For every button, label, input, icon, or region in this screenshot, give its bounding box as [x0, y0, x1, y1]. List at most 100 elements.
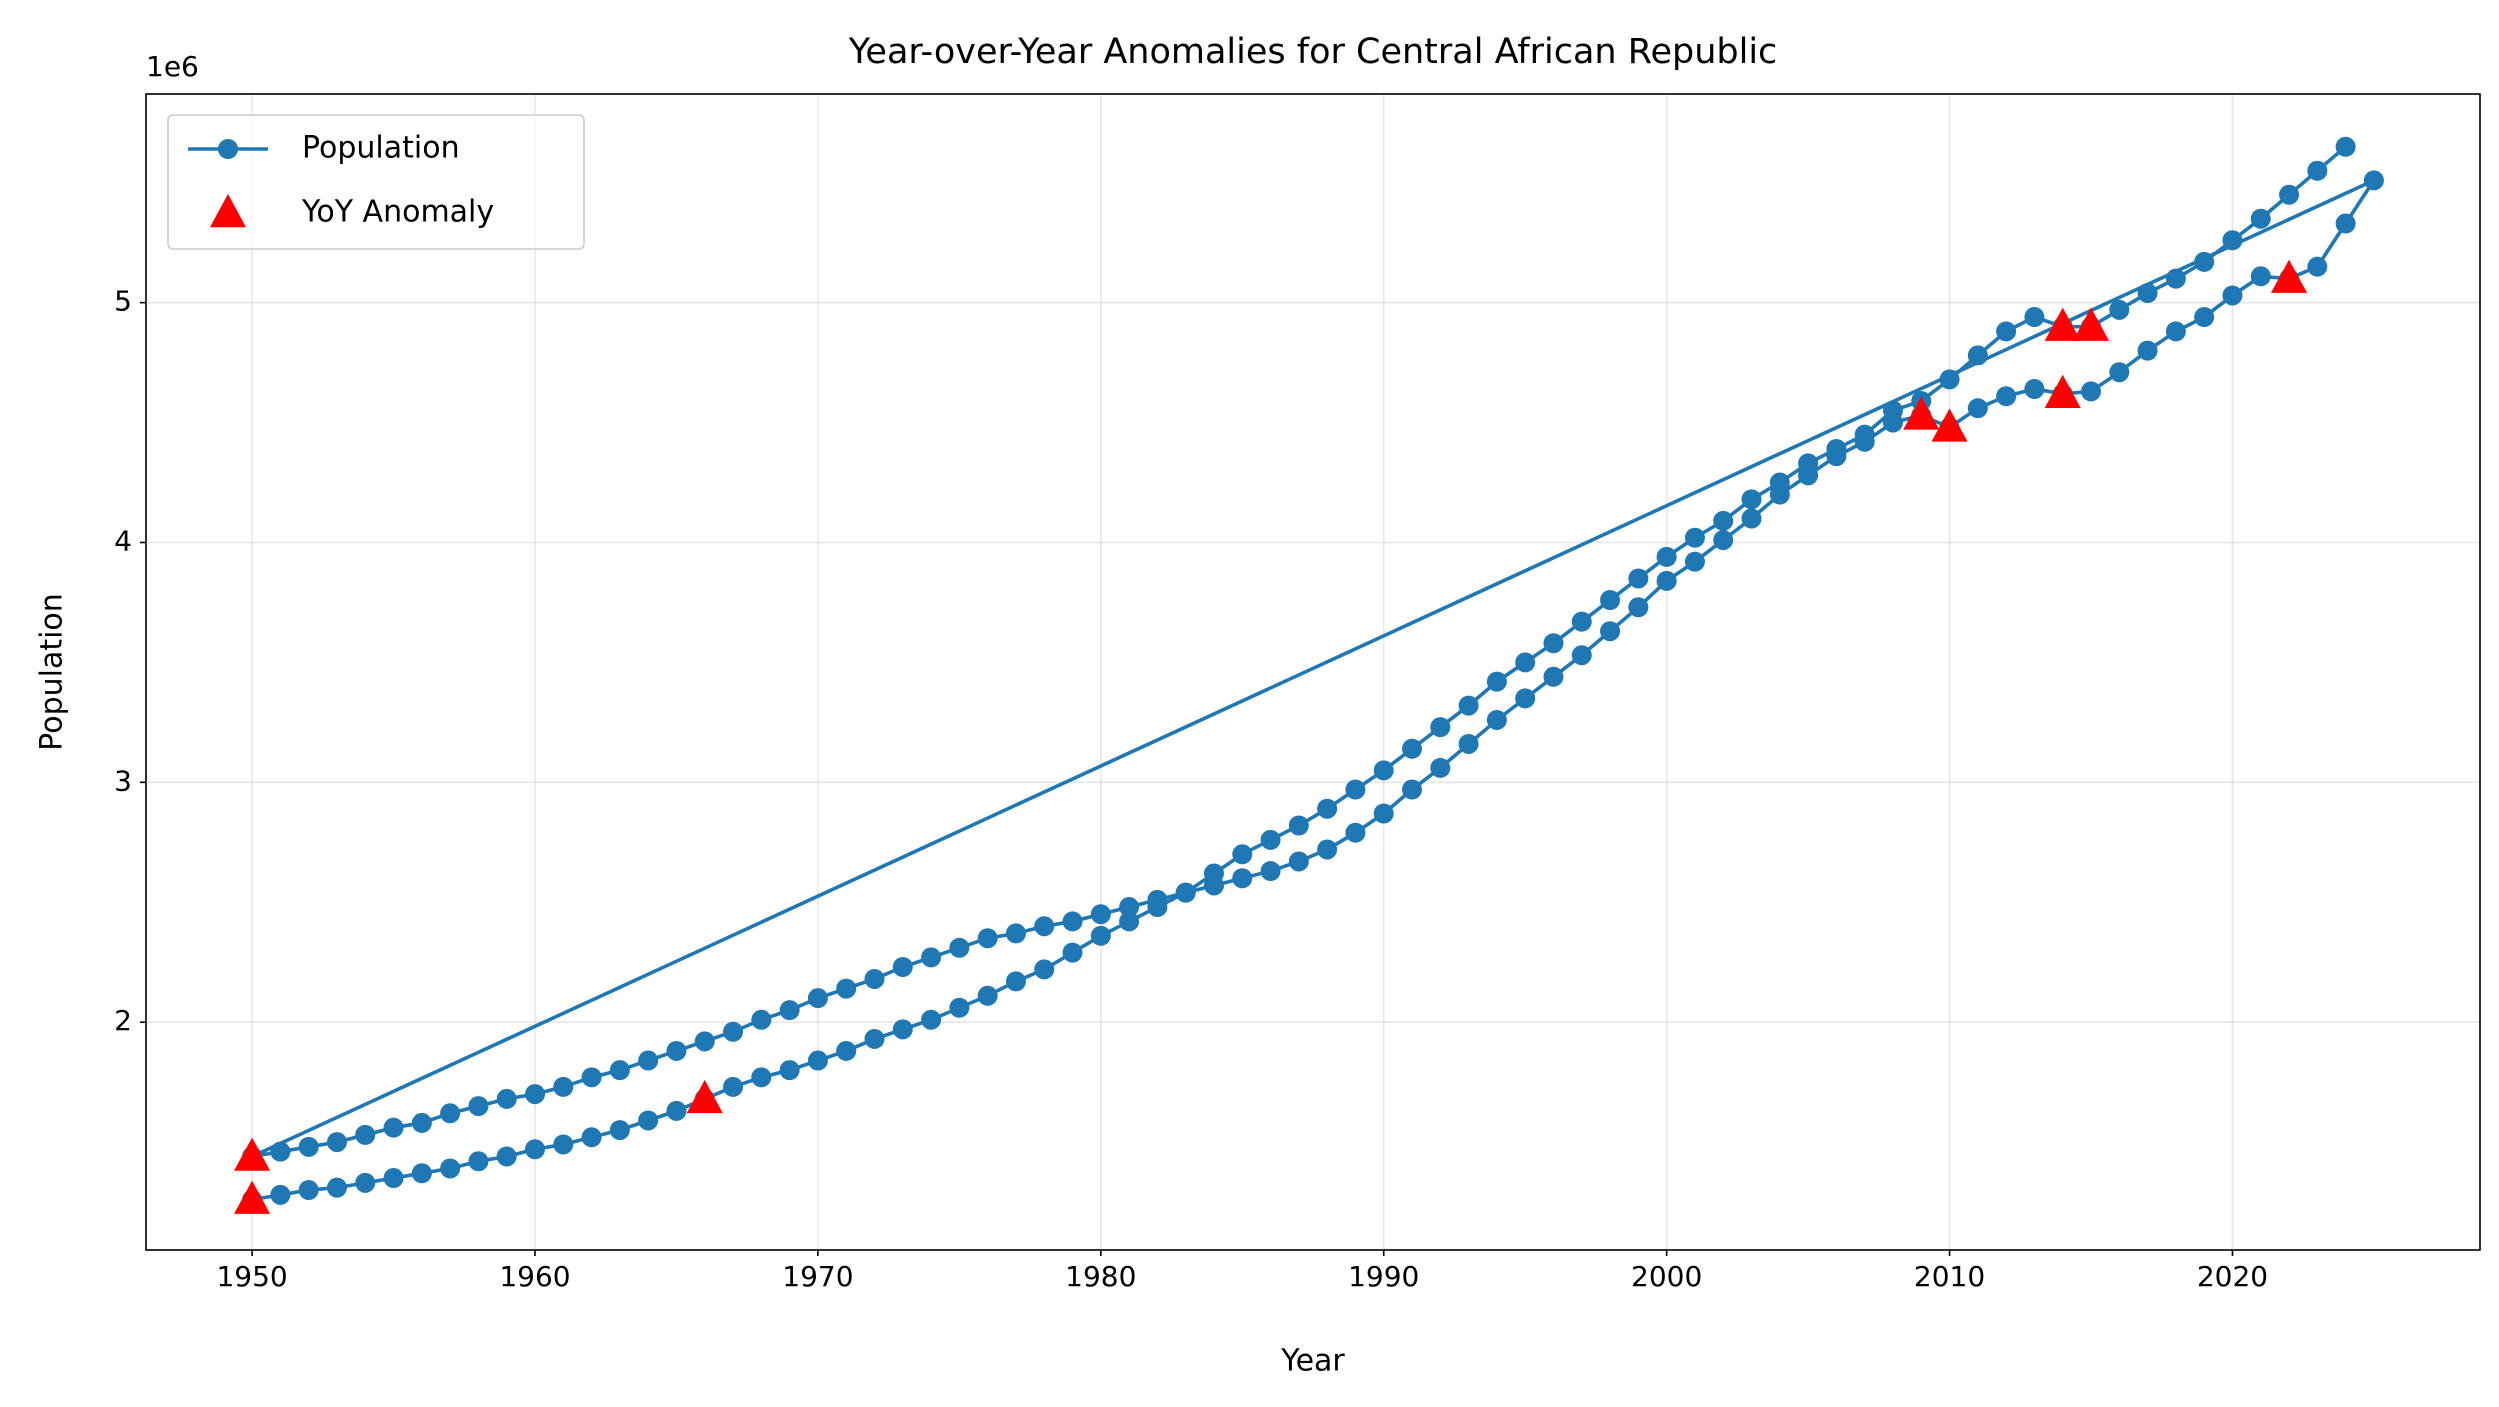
- x-tick-label: 2020: [2197, 1260, 2268, 1293]
- data-point: [1373, 803, 1394, 824]
- data-point: [1147, 889, 1168, 910]
- legend: Population YoY Anomaly: [167, 114, 585, 250]
- x-tick-label: 1960: [499, 1260, 570, 1293]
- anomaly-marker: [2044, 307, 2081, 341]
- data-point: [779, 1060, 800, 1081]
- legend-label: YoY Anomaly: [301, 195, 494, 230]
- data-point: [1600, 590, 1621, 611]
- data-point: [977, 985, 998, 1006]
- data-point: [694, 1031, 715, 1052]
- data-point: [1628, 568, 1649, 589]
- data-point: [468, 1151, 489, 1172]
- data-point: [807, 1050, 828, 1071]
- data-point: [1034, 916, 1055, 937]
- anomaly-marker: [1931, 408, 1968, 442]
- data-point: [864, 1028, 885, 1049]
- data-point: [2109, 362, 2130, 383]
- data-point: [1317, 839, 1338, 860]
- data-point: [440, 1158, 461, 1179]
- data-point: [2250, 266, 2271, 287]
- x-axis-label: Year: [1280, 1344, 1345, 1379]
- data-point: [383, 1117, 404, 1138]
- data-point: [2335, 136, 2356, 157]
- legend-marker: [209, 194, 247, 228]
- data-point: [949, 997, 970, 1018]
- data-point: [666, 1040, 687, 1061]
- data-point: [2222, 230, 2243, 251]
- data-point: [609, 1120, 630, 1141]
- y-axis-label: Population: [35, 593, 70, 751]
- anomaly-marker: [2044, 374, 2081, 409]
- data-point: [609, 1060, 630, 1081]
- data-point: [1571, 645, 1592, 666]
- data-point: [2165, 268, 2186, 289]
- data-point: [270, 1141, 291, 1162]
- data-point: [1203, 863, 1224, 884]
- data-point: [1119, 911, 1140, 932]
- anomaly-marker: [234, 1137, 271, 1171]
- data-point: [2024, 378, 2045, 399]
- data-point: [1996, 321, 2017, 342]
- data-point: [411, 1163, 432, 1184]
- data-point: [1713, 530, 1734, 551]
- data-point: [1967, 398, 1988, 419]
- data-point: [1430, 717, 1451, 738]
- anomaly-marker: [686, 1079, 723, 1114]
- data-point: [440, 1103, 461, 1124]
- data-point: [1628, 597, 1649, 618]
- data-point: [1515, 652, 1536, 673]
- anomaly-marker: [2270, 259, 2308, 293]
- data-point: [581, 1067, 602, 1088]
- data-point: [1119, 897, 1140, 918]
- data-point: [1486, 671, 1507, 692]
- y-tick-label: 3: [114, 764, 132, 797]
- data-point: [836, 978, 857, 999]
- data-point: [1967, 345, 1988, 366]
- data-point: [496, 1146, 517, 1167]
- data-point: [298, 1180, 319, 1201]
- data-point: [1826, 438, 1847, 459]
- data-point: [1656, 546, 1677, 567]
- y-tick-label: 4: [114, 524, 132, 557]
- data-point: [355, 1124, 376, 1145]
- data-point: [1005, 923, 1026, 944]
- data-point: [1175, 882, 1196, 903]
- data-point: [949, 937, 970, 958]
- data-point: [525, 1139, 545, 1160]
- data-point: [1345, 779, 1366, 800]
- data-point: [553, 1134, 574, 1155]
- data-point: [1005, 971, 1026, 992]
- data-point: [1402, 779, 1423, 800]
- data-point: [1260, 861, 1281, 882]
- y-tick-label: 5: [114, 285, 132, 318]
- data-point: [892, 1019, 913, 1040]
- legend-marker: [218, 139, 238, 159]
- data-point: [1515, 688, 1536, 709]
- data-point: [1600, 621, 1621, 642]
- chart-title: Year-over-Year Anomalies for Central Afr…: [848, 32, 1778, 72]
- data-point: [2109, 299, 2130, 320]
- data-point: [1345, 822, 1366, 843]
- data-point: [1543, 666, 1564, 687]
- data-point: [2279, 184, 2300, 205]
- x-tick-label: 1970: [782, 1260, 853, 1293]
- data-point: [864, 968, 885, 989]
- data-point: [1741, 489, 1762, 510]
- plot-frame: [145, 93, 2481, 1251]
- data-point: [2137, 340, 2158, 361]
- data-point: [1090, 904, 1111, 925]
- anomaly-marker: [1903, 396, 1940, 430]
- data-point: [751, 1067, 772, 1088]
- data-point: [1882, 400, 1903, 421]
- data-point: [1798, 453, 1819, 474]
- data-point: [1684, 527, 1705, 548]
- data-point: [496, 1088, 517, 1109]
- data-point: [723, 1076, 744, 1097]
- data-point: [1062, 942, 1083, 963]
- y-offset-label: 1e6: [146, 50, 199, 83]
- data-point: [751, 1009, 772, 1030]
- data-point: [2137, 283, 2158, 304]
- data-point: [921, 947, 942, 968]
